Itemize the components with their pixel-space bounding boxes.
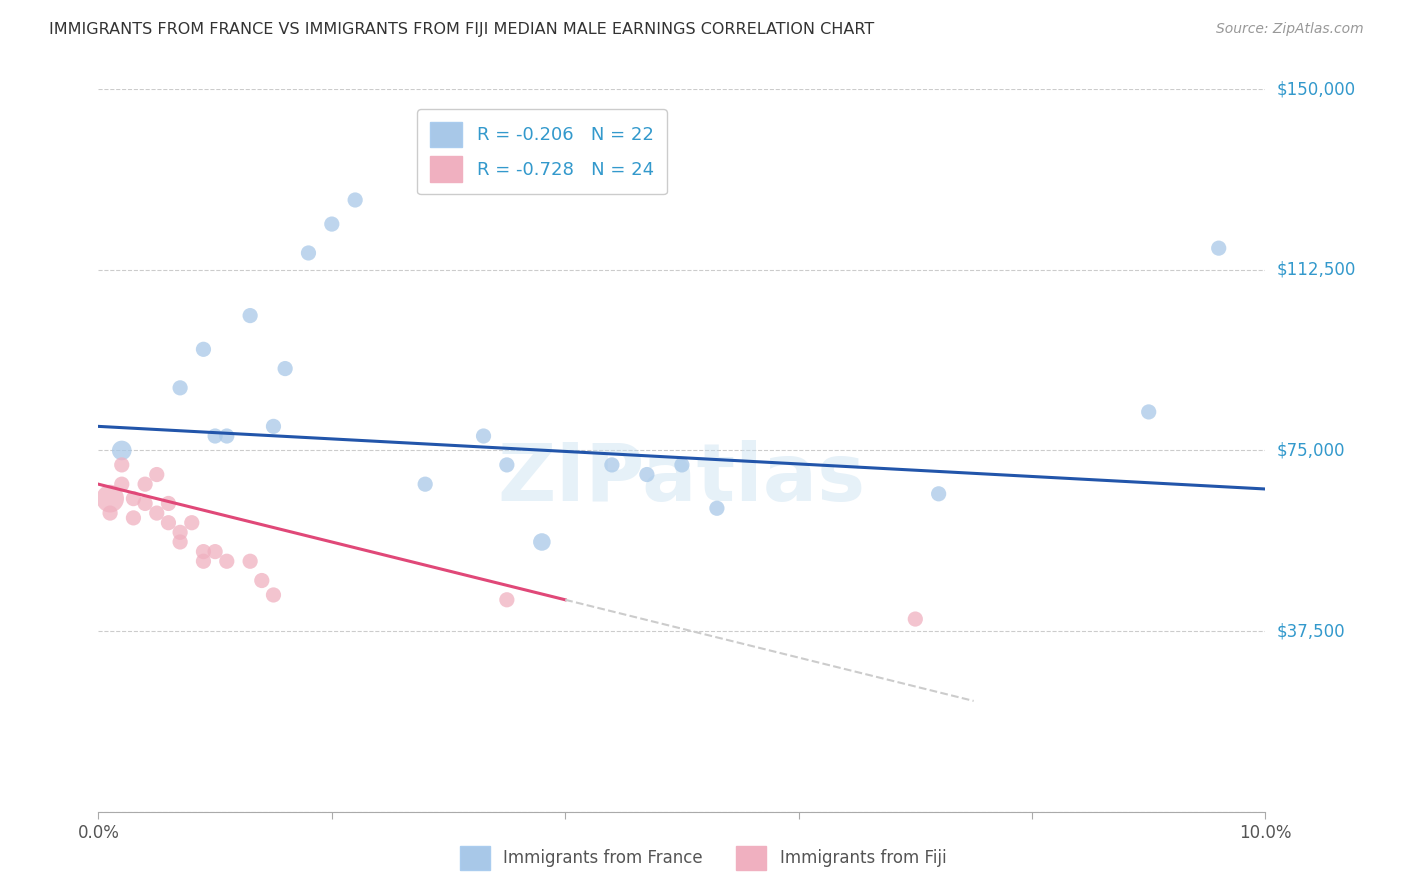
Text: ZIPatlas: ZIPatlas bbox=[498, 441, 866, 518]
Legend: R = -0.206   N = 22, R = -0.728   N = 24: R = -0.206 N = 22, R = -0.728 N = 24 bbox=[418, 109, 666, 194]
Point bbox=[193, 554, 215, 568]
Point bbox=[600, 458, 623, 472]
Text: Source: ZipAtlas.com: Source: ZipAtlas.com bbox=[1216, 22, 1364, 37]
Point bbox=[671, 458, 693, 472]
Point bbox=[1137, 405, 1160, 419]
Point bbox=[1208, 241, 1230, 255]
Point bbox=[344, 193, 367, 207]
Point bbox=[928, 487, 950, 501]
Point bbox=[146, 506, 169, 520]
Point bbox=[472, 429, 495, 443]
Point bbox=[134, 477, 156, 491]
Point bbox=[98, 506, 121, 520]
Point bbox=[111, 477, 134, 491]
Legend: Immigrants from France, Immigrants from Fiji: Immigrants from France, Immigrants from … bbox=[453, 839, 953, 877]
Point bbox=[636, 467, 658, 482]
Point bbox=[706, 501, 728, 516]
Point bbox=[193, 544, 215, 558]
Point bbox=[111, 458, 134, 472]
Text: $150,000: $150,000 bbox=[1277, 80, 1355, 98]
Point bbox=[297, 246, 319, 260]
Point bbox=[262, 419, 284, 434]
Text: $37,500: $37,500 bbox=[1277, 622, 1346, 640]
Point bbox=[262, 588, 284, 602]
Point bbox=[169, 381, 191, 395]
Point bbox=[496, 592, 519, 607]
Point bbox=[193, 343, 215, 357]
Point bbox=[321, 217, 343, 231]
Point bbox=[215, 554, 238, 568]
Point bbox=[530, 535, 553, 549]
Point bbox=[134, 496, 156, 510]
Point bbox=[239, 554, 262, 568]
Point bbox=[496, 458, 519, 472]
Point bbox=[239, 309, 262, 323]
Text: IMMIGRANTS FROM FRANCE VS IMMIGRANTS FROM FIJI MEDIAN MALE EARNINGS CORRELATION : IMMIGRANTS FROM FRANCE VS IMMIGRANTS FRO… bbox=[49, 22, 875, 37]
Point bbox=[250, 574, 273, 588]
Point bbox=[215, 429, 238, 443]
Point bbox=[413, 477, 436, 491]
Point bbox=[122, 511, 145, 525]
Text: $112,500: $112,500 bbox=[1277, 260, 1355, 279]
Point bbox=[111, 443, 134, 458]
Point bbox=[157, 496, 180, 510]
Point bbox=[180, 516, 202, 530]
Point bbox=[904, 612, 927, 626]
Text: $75,000: $75,000 bbox=[1277, 442, 1346, 459]
Point bbox=[169, 535, 191, 549]
Point bbox=[98, 491, 121, 506]
Point bbox=[204, 429, 226, 443]
Point bbox=[274, 361, 297, 376]
Point bbox=[169, 525, 191, 540]
Point bbox=[146, 467, 169, 482]
Point bbox=[157, 516, 180, 530]
Point bbox=[204, 544, 226, 558]
Point bbox=[122, 491, 145, 506]
